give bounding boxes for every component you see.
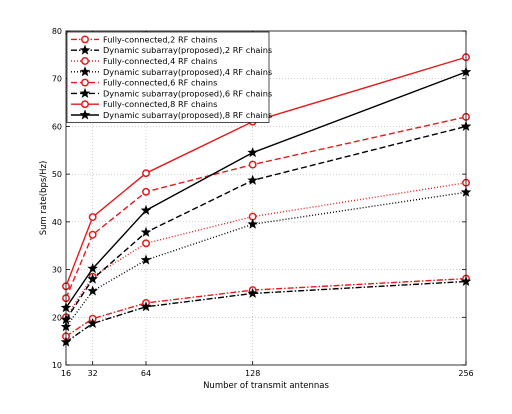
ticks: 16 32 64 128 256 10 20 30 40 50 60 70 80 bbox=[52, 27, 474, 378]
data-point bbox=[88, 213, 97, 222]
legend-marker bbox=[81, 57, 89, 65]
legend-entry: Dynamic subarray(proposed),6 RF chains bbox=[71, 87, 272, 98]
series-line bbox=[65, 280, 467, 343]
data-point bbox=[247, 218, 259, 229]
legend-entry: Fully-connected,6 RF chains bbox=[71, 78, 217, 88]
legend-label: Dynamic subarray(proposed),6 RF chains bbox=[103, 88, 272, 98]
x-tick-label: 128 bbox=[245, 369, 260, 378]
y-tick-label: 40 bbox=[52, 218, 62, 227]
y-tick-label: 30 bbox=[52, 266, 62, 275]
legend-marker bbox=[79, 44, 91, 55]
data-point bbox=[142, 187, 150, 196]
y-axis-label: Sum rate(bps/Hz) bbox=[39, 161, 49, 236]
legend-label: Fully-connected,8 RF chains bbox=[103, 99, 217, 109]
legend-box bbox=[66, 31, 270, 123]
data-point bbox=[87, 317, 99, 329]
data-point bbox=[87, 262, 99, 274]
x-tick-label: 256 bbox=[458, 369, 473, 378]
data-point bbox=[248, 160, 257, 169]
y-tick-label: 70 bbox=[52, 75, 62, 84]
y-tick-label: 20 bbox=[52, 313, 62, 322]
y-tick-label: 50 bbox=[52, 170, 62, 179]
data-point bbox=[142, 239, 150, 248]
legend-label: Dynamic subarray(proposed),4 RF chains bbox=[103, 67, 272, 77]
legend-entry: Fully-connected,4 RF chains bbox=[71, 56, 217, 66]
x-tick-label: 16 bbox=[61, 369, 71, 378]
series-3 bbox=[62, 178, 470, 322]
data-point bbox=[247, 287, 259, 298]
x-tick-label: 64 bbox=[141, 369, 151, 378]
data-point bbox=[87, 285, 99, 296]
data-point bbox=[247, 174, 259, 185]
legend-label: Dynamic subarray(proposed),8 RF chains bbox=[103, 110, 272, 120]
legend-label: Fully-connected,2 RF chains bbox=[103, 34, 217, 44]
data-point bbox=[140, 226, 152, 237]
series-line bbox=[65, 277, 467, 337]
legend-label: Dynamic subarray(proposed),2 RF chains bbox=[103, 45, 272, 55]
data-point bbox=[247, 147, 259, 158]
y-tick-label: 80 bbox=[52, 27, 62, 36]
y-tick-label: 60 bbox=[52, 122, 62, 131]
legend-label: Fully-connected,4 RF chains bbox=[103, 56, 217, 66]
legend-entry: Fully-connected,8 RF chains bbox=[71, 99, 217, 109]
data-point bbox=[87, 273, 99, 284]
x-tick-label: 32 bbox=[88, 369, 98, 378]
legend-entry: Dynamic subarray(proposed),4 RF chains bbox=[71, 66, 272, 77]
series-5 bbox=[62, 112, 470, 303]
data-point bbox=[140, 204, 152, 215]
data-point bbox=[140, 301, 152, 312]
data-point bbox=[88, 230, 97, 239]
legend-marker bbox=[81, 100, 89, 109]
legend-marker bbox=[81, 78, 89, 87]
legend-marker bbox=[79, 87, 91, 98]
y-tick-label: 10 bbox=[52, 361, 62, 370]
legend-label: Fully-connected,6 RF chains bbox=[103, 78, 217, 88]
plot-frame bbox=[65, 30, 467, 366]
legend-entry: Dynamic subarray(proposed),8 RF chains bbox=[71, 109, 272, 120]
data-point bbox=[142, 169, 150, 178]
legend-marker bbox=[79, 66, 91, 77]
legend-marker bbox=[81, 35, 89, 44]
legend-entry: Dynamic subarray(proposed),2 RF chains bbox=[71, 44, 272, 55]
x-axis-label: Number of transmit antennas bbox=[203, 381, 329, 391]
legend-marker bbox=[79, 109, 91, 120]
legend-entry: Fully-connected,2 RF chains bbox=[71, 34, 217, 44]
data-point bbox=[140, 254, 152, 265]
